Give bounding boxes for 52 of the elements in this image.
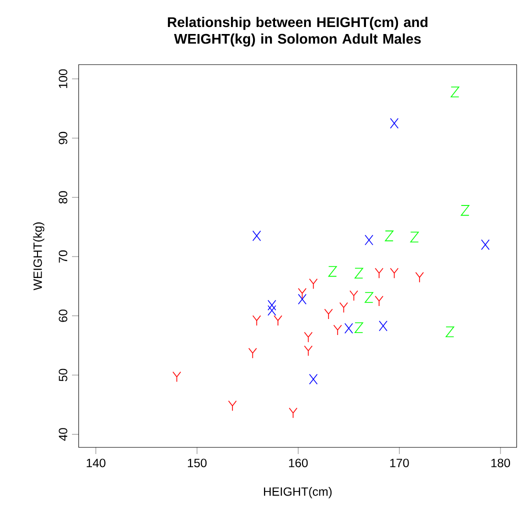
point <box>274 315 282 326</box>
point <box>350 290 358 302</box>
point <box>268 300 276 310</box>
point <box>481 239 490 250</box>
x-tick-label: 140 <box>86 458 106 468</box>
x-tick-label: 160 <box>289 458 308 468</box>
point <box>460 205 470 216</box>
y-tick-label: 90 <box>58 132 68 144</box>
point <box>328 266 337 277</box>
point <box>378 320 388 332</box>
point <box>298 294 306 305</box>
y-tick-label: 80 <box>58 191 68 204</box>
point <box>304 332 313 342</box>
point <box>309 374 318 385</box>
point <box>410 232 419 242</box>
point <box>354 322 364 334</box>
point <box>333 324 342 336</box>
x-tick-label: 150 <box>188 458 207 468</box>
point <box>390 118 399 129</box>
point <box>252 315 261 326</box>
point <box>228 400 237 412</box>
point <box>309 278 318 290</box>
point <box>374 268 384 279</box>
point <box>324 308 333 320</box>
point <box>364 234 374 246</box>
point <box>446 326 454 338</box>
point <box>339 302 348 313</box>
y-tick-label: 100 <box>58 69 68 88</box>
y-tick-label: 70 <box>58 250 68 263</box>
point <box>344 322 354 334</box>
point <box>172 372 182 382</box>
x-tick-label: 180 <box>491 458 510 468</box>
point <box>252 230 261 242</box>
point <box>248 348 257 358</box>
point <box>450 86 460 98</box>
x-tick-label: 170 <box>390 458 409 468</box>
point <box>268 305 276 316</box>
point <box>288 408 298 418</box>
point <box>364 292 374 303</box>
point <box>298 288 306 299</box>
point <box>304 345 313 356</box>
point <box>384 230 394 242</box>
x-axis-title: HEIGHT(cm) <box>264 487 332 498</box>
chart-title: Relationship between HEIGHT(cm) and WEIGHT(kg) in Solomon Adult Males <box>168 16 428 47</box>
y-tick-label: 40 <box>58 428 68 441</box>
point <box>390 268 399 279</box>
point <box>415 272 424 283</box>
y-tick-label: 60 <box>58 310 68 322</box>
y-tick-label: 50 <box>58 368 68 382</box>
point <box>354 268 364 279</box>
y-axis-title: WEIGHT(kg) <box>33 222 44 290</box>
point <box>374 296 384 306</box>
